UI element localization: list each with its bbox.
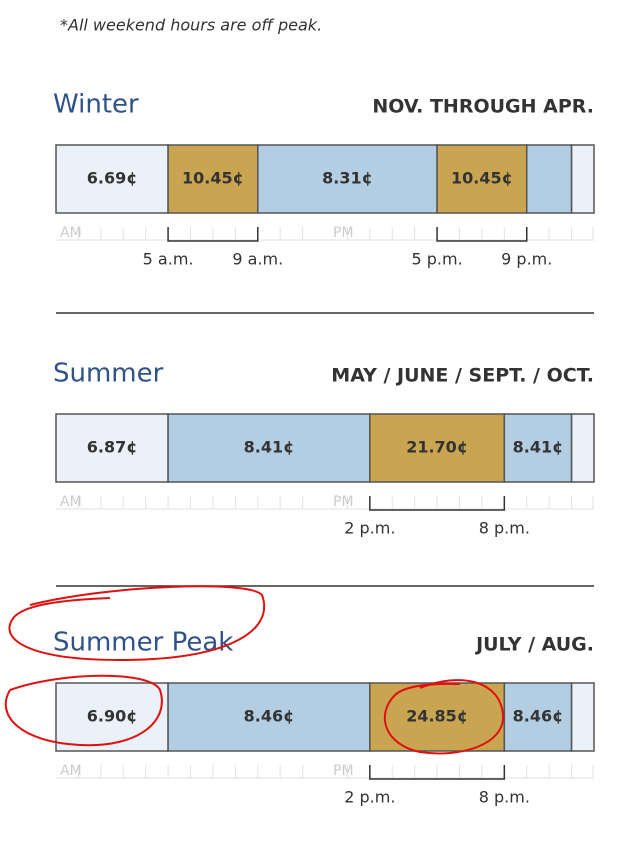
rate-segment (167, 413, 371, 483)
rate-segment (55, 144, 169, 214)
section-months: NOV. THROUGH APR. (372, 96, 594, 118)
time-bracket (436, 227, 528, 242)
rate-label: 24.85¢ (406, 707, 468, 726)
rate-label: 10.45¢ (182, 169, 244, 188)
annotation-circle (4, 674, 163, 747)
rate-segment (570, 144, 595, 214)
annotation-circle (8, 585, 266, 662)
pm-label: PM (333, 225, 354, 241)
section-title: Summer Peak (53, 628, 233, 658)
pm-label: PM (333, 763, 354, 779)
rate-segment (526, 144, 573, 214)
am-label: AM (60, 225, 82, 241)
section-months: MAY / JUNE / SEPT. / OCT. (331, 365, 594, 387)
rate-label: 6.87¢ (87, 438, 138, 457)
section-months: JULY / AUG. (474, 634, 594, 656)
rate-label: 21.70¢ (406, 438, 468, 457)
rate-segment (503, 682, 573, 752)
rate-segment (369, 682, 506, 752)
section-title: Winter (53, 90, 139, 120)
time-bracket (167, 227, 259, 242)
am-label: AM (60, 763, 82, 779)
rate-segment (55, 682, 169, 752)
time-label: 2 p.m. (344, 519, 395, 538)
rate-segment (570, 682, 595, 752)
time-label: 9 p.m. (501, 250, 552, 269)
time-label: 8 p.m. (479, 788, 530, 807)
time-label: 5 p.m. (411, 250, 462, 269)
rate-segment (570, 413, 595, 483)
time-bracket (369, 765, 506, 780)
am-label: AM (60, 494, 82, 510)
rate-segment (55, 413, 169, 483)
time-label: 9 a.m. (232, 250, 283, 269)
rate-label: 6.90¢ (87, 707, 138, 726)
time-label: 5 a.m. (143, 250, 194, 269)
rate-label: 8.41¢ (513, 438, 564, 457)
rate-label: 8.46¢ (244, 707, 295, 726)
time-bracket (369, 496, 506, 511)
annotation (4, 585, 505, 755)
rate-label: 8.46¢ (513, 707, 564, 726)
section-title: Summer (53, 359, 164, 389)
time-label: 2 p.m. (344, 788, 395, 807)
time-label: 8 p.m. (479, 519, 530, 538)
pm-label: PM (333, 494, 354, 510)
annotation-circle (383, 679, 505, 755)
rate-label: 8.31¢ (322, 169, 373, 188)
rate-segment (167, 144, 259, 214)
rate-label: 8.41¢ (244, 438, 295, 457)
rate-segment (257, 144, 438, 214)
rate-label: 10.45¢ (451, 169, 513, 188)
rate-label: 6.69¢ (87, 169, 138, 188)
rate-segment (369, 413, 506, 483)
rate-segment (503, 413, 573, 483)
note: *All weekend hours are off peak. (60, 16, 322, 35)
